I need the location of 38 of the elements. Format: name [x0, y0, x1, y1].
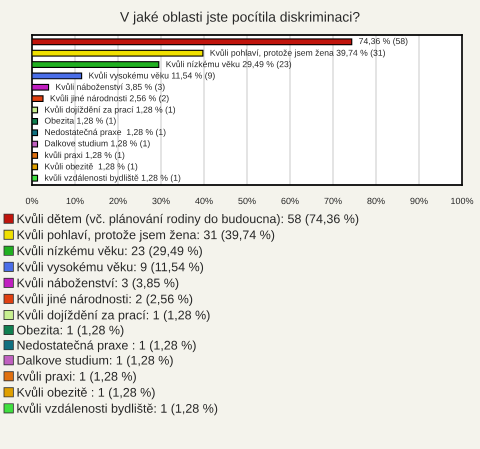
- text: Dalkove studium 1,28 % (1): [45, 140, 150, 148]
- legend-label: Kvůli dětem (vč. plánování rodiny do budoucna): 58 (74,36 %): [18, 213, 358, 226]
- x-tick-label: 90%: [410, 198, 428, 204]
- text: kvůli vzdálenosti bydliště 1,28 % (1): [45, 174, 180, 183]
- legend-label: Kvůli obezitě : 1 (1,28 %): [18, 386, 155, 400]
- x-tick-label: 10%: [66, 198, 84, 204]
- text: Obezita 1,28 % (1): [44, 117, 116, 126]
- text: Kvůli jiné národnosti 2,56 % (2): [50, 94, 169, 103]
- legend-label: Nedostatečná praxe : 1 (1,28 %): [18, 340, 196, 352]
- text: Kvůli pohlaví, protože jsem žena 39,74 % (31): [210, 48, 385, 58]
- text: 74,36 % (58): [359, 38, 408, 46]
- legend-label: kvůli praxi: 1 (1,28 %): [17, 370, 136, 384]
- legend-label: kvůli vzdálenosti bydliště: 1 (1,28 %): [17, 402, 218, 416]
- legend-label: Kvůli nízkému věku: 23 (29,49 %): [18, 245, 202, 258]
- text: Kvůli dojíždění za prací 1,28 % (1): [45, 106, 176, 114]
- chart-title: V jaké oblasti jste pocítila diskriminaci?: [120, 11, 360, 25]
- legend-label: Kvůli pohlaví, protože jsem žena: 31 (39,74 %): [18, 229, 274, 242]
- x-tick-label: 50%: [238, 198, 256, 204]
- legend-label: Dalkove studium: 1 (1,28 %): [18, 356, 173, 368]
- x-tick-label: 30%: [152, 198, 170, 204]
- legend-label: Kvůli jiné národnosti: 2 (2,56 %): [18, 293, 192, 306]
- text: kvůli praxi 1,28 % (1): [45, 151, 124, 160]
- text: Nedostatečná praxe 1,28 % (1): [45, 128, 166, 137]
- text: Kvůli obezitě 1,28 % (1): [45, 162, 138, 172]
- x-tick-label: 0%: [26, 198, 38, 204]
- x-tick-label: 60%: [281, 198, 299, 204]
- text: Kvůli náboženství 3,85 % (3): [56, 82, 165, 92]
- text: Kvůli nízkému věku 29,49 % (23): [166, 60, 292, 69]
- legend-label: Obezita: 1 (1,28 %): [17, 325, 124, 337]
- x-tick-label: 100%: [451, 198, 474, 204]
- text: Kvůli vysokému věku 11,54 % (9): [89, 72, 215, 80]
- x-tick-label: 20%: [109, 198, 127, 204]
- x-tick-label: 80%: [367, 198, 385, 204]
- legend-label: Kvůli vysokému věku: 9 (11,54 %): [18, 261, 204, 274]
- legend-label: Kvůli náboženství: 3 (3,85 %): [18, 277, 178, 290]
- legend-label: Kvůli dojíždění za prací: 1 (1,28 %): [18, 309, 210, 322]
- x-tick-label: 40%: [195, 198, 213, 204]
- x-tick-label: 70%: [324, 198, 342, 204]
